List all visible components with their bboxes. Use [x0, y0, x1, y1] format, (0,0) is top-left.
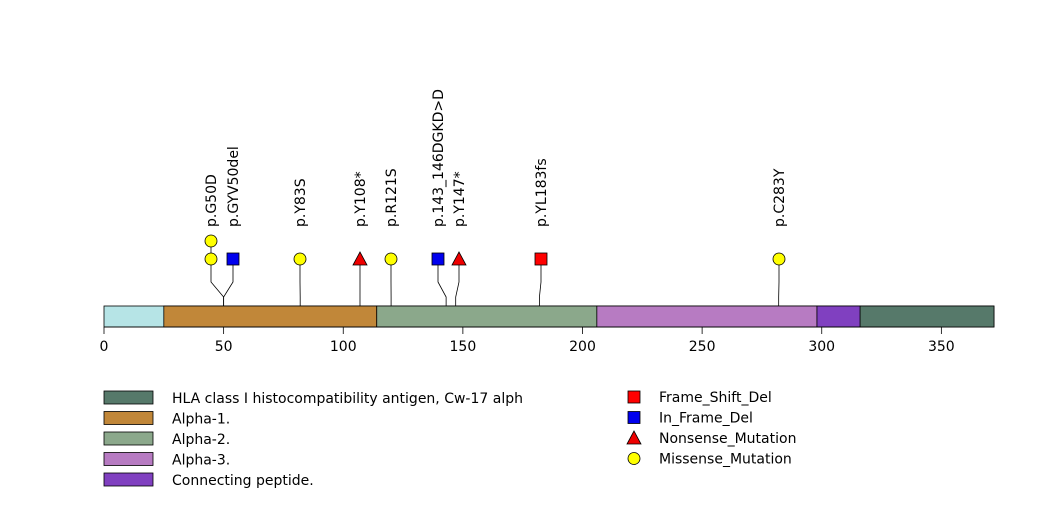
mutation-labels: p.G50D p.GYV50del p.Y83S p.Y108* p.R121S p.14… [204, 89, 788, 227]
mutation-label: p.Y108* [353, 171, 369, 227]
mutation-marker [384, 252, 398, 266]
mutation-stem [539, 259, 542, 306]
mutation-marker [293, 252, 307, 266]
legend-domain-swatch [103, 390, 154, 405]
mutation-label: p.C283Y [772, 168, 788, 227]
legend-mutation-label: Nonsense_Mutation [659, 431, 796, 447]
legend: HLA class I histocompatibility antigen, … [103, 390, 796, 489]
mutation-label: p.Y147* [452, 171, 468, 227]
legend-domain-label: HLA class I histocompatibility antigen, … [172, 391, 523, 407]
domain-4 [816, 305, 861, 328]
mutation-label: p.Y83S [293, 178, 309, 227]
mutation-stem [223, 259, 234, 306]
x-axis: 0 50 100 150 200 250 300 350 [100, 326, 955, 355]
domain-1 [163, 305, 378, 328]
protein-track [103, 305, 995, 328]
mutation-stem [437, 259, 447, 306]
legend-domain-swatch [103, 431, 154, 446]
legend-domain-swatch [103, 452, 154, 466]
mutation-markers [204, 234, 786, 266]
legend-mutation-symbol [626, 430, 642, 445]
mutation-label: p.YL183fs [534, 158, 550, 227]
x-tick-label: 0 [100, 339, 109, 355]
legend-domain-label: Alpha-3. [172, 453, 230, 469]
legend-mutation-symbol [627, 411, 641, 424]
legend-domain-swatch [103, 411, 154, 425]
mutation-marker [352, 251, 368, 266]
mutation-marker [204, 252, 218, 266]
legend-mutation-symbol [627, 390, 641, 404]
domain-2 [376, 305, 598, 328]
mutation-marker [772, 252, 786, 266]
mutation-marker [534, 252, 548, 266]
legend-mutation-label: Frame_Shift_Del [659, 390, 772, 406]
legend-domain-label: Alpha-2. [172, 432, 230, 448]
x-tick-label: 100 [330, 339, 357, 355]
mutation-stems [210, 241, 780, 306]
x-tick-label: 350 [928, 339, 955, 355]
mutation-stem [455, 259, 460, 306]
mutation-label: p.G50D [204, 174, 220, 227]
x-tick-label: 50 [215, 339, 233, 355]
legend-mutation-symbol [627, 452, 641, 465]
domain-0 [859, 305, 995, 328]
mutation-label: p.GYV50del [226, 146, 242, 227]
mutation-marker [451, 251, 467, 266]
mutation-marker [226, 252, 240, 266]
mutation-marker [431, 252, 445, 266]
mutation-stem [210, 259, 225, 306]
x-tick-label: 150 [450, 339, 477, 355]
legend-mutation-label: In_Frame_Del [659, 411, 753, 427]
legend-domain-swatch [103, 472, 154, 487]
domain-3 [596, 305, 818, 328]
mutation-marker [204, 234, 218, 248]
legend-mutation-label: Missense_Mutation [659, 452, 792, 468]
x-tick-label: 200 [569, 339, 596, 355]
legend-domain-label: Alpha-1. [172, 412, 230, 428]
x-tick-label: 300 [808, 339, 835, 355]
mutation-label: p.143_146DGKD>D [431, 89, 447, 227]
x-tick-label: 250 [689, 339, 716, 355]
legend-domain-label: Connecting peptide. [172, 473, 314, 489]
mutation-label: p.R121S [384, 168, 400, 227]
